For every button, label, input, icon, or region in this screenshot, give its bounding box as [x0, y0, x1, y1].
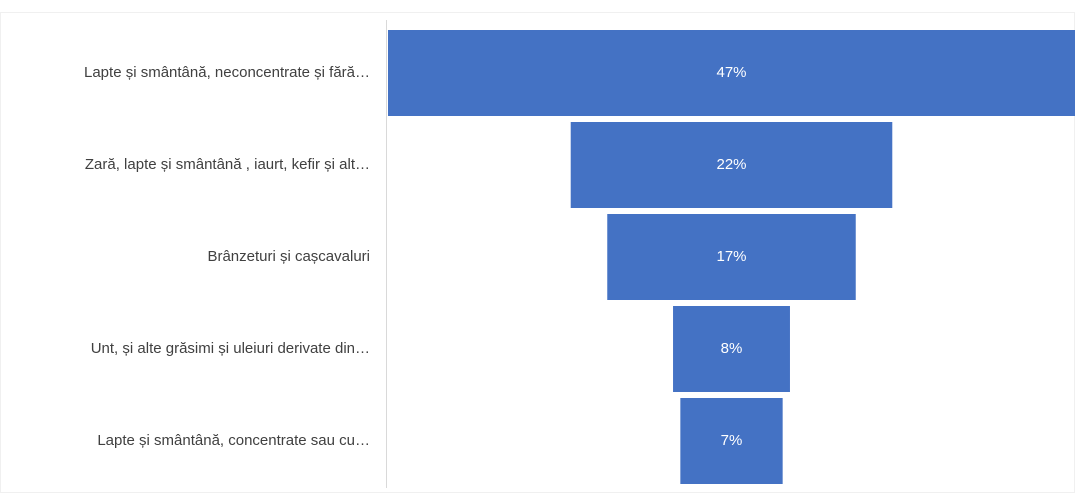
funnel-bar: [673, 306, 790, 392]
category-label: Lapte și smântână, neconcentrate și fără…: [84, 64, 370, 81]
category-label: Brânzeturi și cașcavaluri: [207, 248, 370, 265]
category-label: Unt, și alte grăsimi și uleiuri derivate…: [91, 340, 370, 357]
data-label: 8%: [721, 340, 743, 357]
funnel-bar: [388, 30, 1075, 116]
data-label: 7%: [721, 432, 743, 449]
data-label: 17%: [716, 248, 746, 265]
funnel-bar: [570, 122, 893, 208]
data-label: 47%: [716, 64, 746, 81]
category-label: Lapte și smântână, concentrate sau cu…: [97, 432, 370, 449]
funnel-bar: [607, 214, 856, 300]
funnel-bar: [680, 398, 783, 484]
data-label: 22%: [716, 156, 746, 173]
category-label: Zară, lapte și smântână , iaurt, kefir ș…: [85, 156, 370, 173]
